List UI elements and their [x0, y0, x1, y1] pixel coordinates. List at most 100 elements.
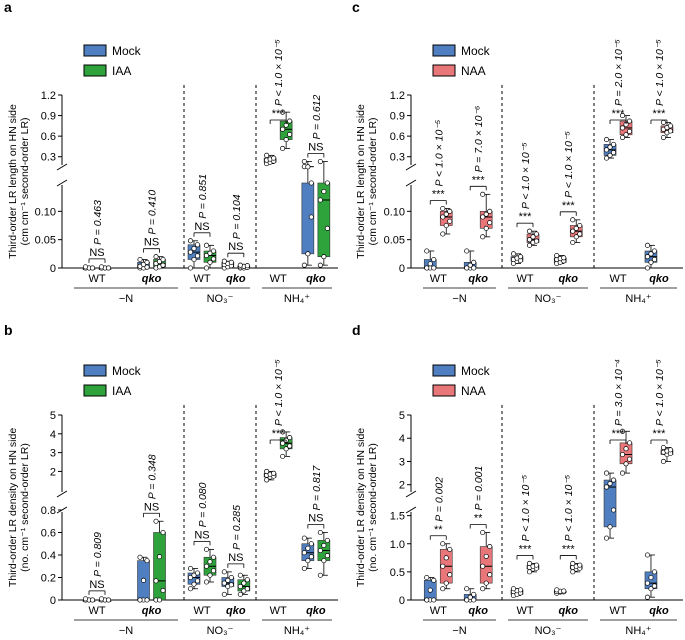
significance-label: ***	[519, 543, 533, 555]
data-point	[607, 152, 613, 158]
data-point	[317, 262, 323, 268]
data-point	[203, 579, 210, 585]
legend-swatch-mock	[432, 364, 456, 377]
box-naa	[439, 541, 453, 592]
legend-swatch-naa	[432, 384, 456, 397]
data-point	[89, 265, 96, 271]
box-mock	[423, 574, 437, 603]
y-tick-label: 0.6	[41, 528, 56, 540]
genotype-label: qko	[142, 605, 162, 617]
p-value-label: P < 1.0 × 10⁻⁵	[520, 142, 532, 209]
axis-break-mark	[405, 163, 417, 171]
data-point	[533, 231, 540, 237]
p-value-label: P = 0.817	[311, 464, 323, 510]
data-point	[480, 234, 486, 240]
p-value-label: P < 1.0 × 10⁻⁵	[563, 130, 575, 197]
y-tick-label: 2	[50, 466, 56, 478]
y-axis-label: Third-order LR length on HN side	[7, 104, 19, 259]
significance-label: NS	[228, 552, 243, 564]
group-label: NH₄⁺	[284, 293, 310, 305]
data-point	[440, 214, 446, 220]
data-point	[526, 228, 533, 234]
data-point	[301, 262, 307, 268]
data-point	[156, 597, 163, 603]
box-naa	[660, 119, 674, 141]
p-value-label: P < 1.0 × 10⁻⁵	[433, 119, 445, 186]
data-point	[280, 453, 286, 459]
data-point	[228, 582, 234, 588]
data-point	[623, 446, 629, 452]
box-iaa	[317, 158, 331, 268]
data-point	[487, 208, 493, 214]
data-point	[191, 572, 197, 578]
data-point	[577, 231, 583, 237]
data-point	[603, 155, 610, 161]
data-point	[577, 562, 583, 568]
y-tick-label: 1.2	[390, 90, 405, 102]
data-point	[431, 265, 437, 271]
box-naa	[569, 217, 583, 246]
data-point	[153, 578, 159, 584]
y-tick-label: 2	[399, 480, 405, 492]
panel-letter: d	[352, 322, 361, 338]
data-point	[603, 484, 610, 490]
significance-label: NS	[89, 579, 104, 591]
data-point	[301, 550, 307, 556]
data-point	[431, 256, 437, 263]
data-point	[187, 586, 194, 592]
genotype-label: qko	[649, 605, 669, 617]
data-point	[225, 577, 231, 583]
data-point	[577, 222, 583, 229]
legend-swatch-iaa	[83, 384, 107, 397]
data-point	[221, 580, 227, 586]
box-mock	[263, 152, 277, 167]
p-value-label: P = 0.851	[197, 174, 209, 219]
data-point	[283, 137, 289, 143]
p-value-label: P = 0.285	[231, 505, 243, 550]
significance-label: ***	[519, 211, 533, 223]
box-mock	[187, 565, 201, 592]
data-point	[321, 542, 327, 548]
data-point	[324, 553, 330, 559]
data-point	[280, 145, 286, 152]
y-axis-label: (cm cm⁻¹ second-order LR)	[367, 117, 379, 245]
data-point	[137, 554, 143, 560]
data-point	[324, 180, 330, 186]
legend-label: Mock	[461, 364, 491, 378]
y-axis-label: (no. cm⁻¹ second-order LR)	[367, 443, 379, 572]
data-point	[187, 249, 194, 255]
group-label: −N	[452, 293, 466, 305]
legend-label: NAA	[461, 64, 486, 78]
box-iaa	[279, 109, 293, 152]
box-mock	[603, 137, 617, 161]
data-point	[221, 258, 227, 264]
box-iaa	[153, 518, 166, 603]
box-naa	[526, 228, 540, 248]
significance-label: ***	[472, 174, 486, 186]
box-mock	[463, 586, 477, 603]
box-iaa	[317, 529, 331, 578]
data-point	[623, 132, 629, 138]
data-point	[264, 152, 270, 158]
data-point	[287, 118, 293, 124]
data-point	[301, 158, 307, 165]
data-point	[210, 568, 217, 574]
axis-break-mark	[56, 490, 68, 498]
group-label: NH₄⁺	[625, 625, 651, 637]
significance-label: ***	[272, 428, 286, 440]
data-point	[648, 259, 654, 265]
data-point	[160, 256, 166, 263]
p-value-label: P < 1.0 × 10⁻⁵	[654, 359, 666, 426]
data-point	[573, 225, 579, 231]
data-point	[105, 265, 112, 271]
data-point	[194, 253, 201, 259]
y-tick-label: 5	[399, 410, 405, 422]
data-point	[570, 239, 576, 246]
legend-label: Mock	[112, 44, 142, 58]
panel-letter: b	[4, 322, 13, 338]
data-point	[619, 113, 626, 119]
data-point	[447, 218, 453, 224]
data-point	[648, 586, 654, 592]
data-point	[203, 252, 210, 259]
